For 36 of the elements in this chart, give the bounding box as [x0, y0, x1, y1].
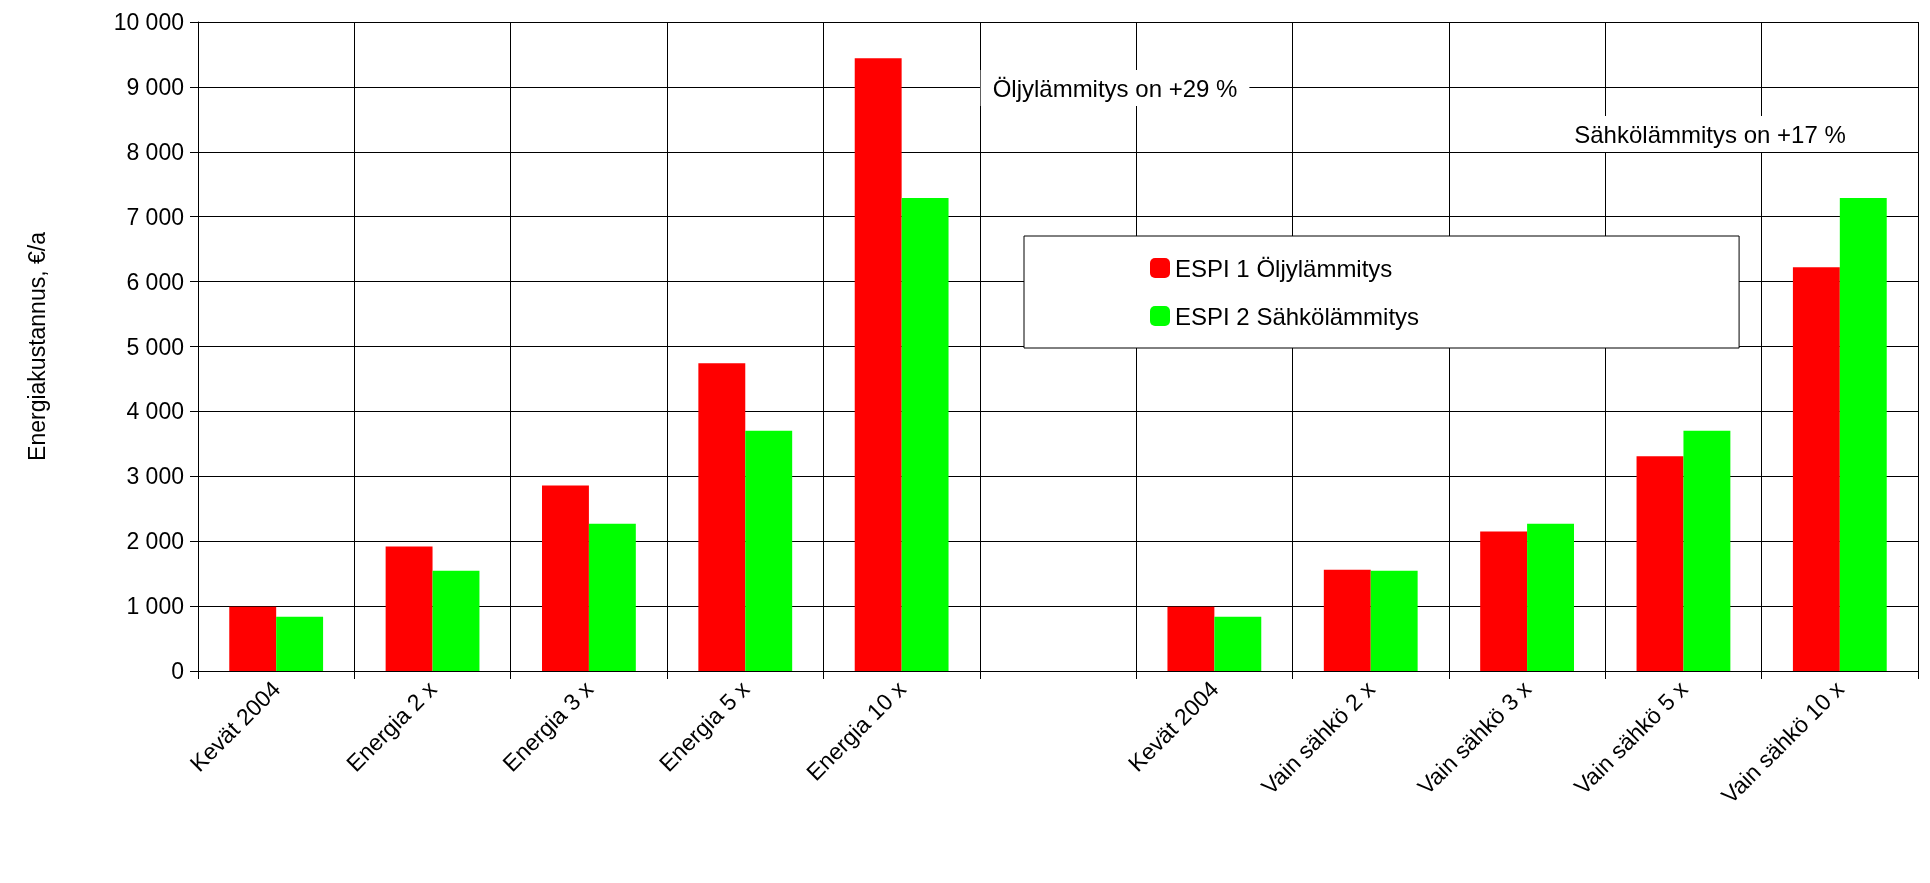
bar: [1683, 430, 1731, 671]
bar: [229, 606, 277, 671]
bar: [385, 546, 433, 671]
bar: [1167, 606, 1215, 671]
y-tick-label: 6 000: [126, 268, 184, 295]
bar: [698, 363, 746, 671]
bar: [588, 523, 636, 671]
y-tick-label: 2 000: [126, 528, 184, 555]
bar: [1370, 570, 1418, 671]
bar: [276, 616, 324, 671]
y-tick-label: 8 000: [126, 138, 184, 165]
y-tick-label: 9 000: [126, 73, 184, 100]
y-tick-label: 7 000: [126, 203, 184, 230]
bar: [901, 197, 949, 671]
bar: [1839, 197, 1887, 671]
bar: [1323, 569, 1371, 671]
annotation: Öljylämmitys on +29 %: [992, 74, 1238, 102]
bar: [1214, 616, 1262, 671]
y-tick-label: 0: [171, 658, 184, 684]
bar: [745, 430, 793, 671]
y-tick-label: 1 000: [126, 593, 184, 620]
bar: [1527, 523, 1574, 671]
y-axis-title: Energiakustannus, €/a: [23, 231, 50, 461]
bar: [854, 58, 902, 671]
bar: [432, 570, 480, 671]
bar: [1636, 456, 1684, 671]
y-tick-label: 10 000: [113, 9, 184, 35]
bar: [1480, 531, 1528, 671]
legend-label: ESPI 2 Sähkölämmitys: [1175, 302, 1420, 330]
bar: [1792, 267, 1840, 671]
bar: [542, 485, 589, 671]
y-tick-label: 3 000: [126, 463, 184, 490]
annotation: Sähkölämmitys on +17 %: [1574, 120, 1846, 148]
legend-label: ESPI 1 Öljylämmitys: [1175, 254, 1393, 282]
y-tick-label: 4 000: [126, 398, 184, 425]
y-tick-label: 5 000: [126, 333, 184, 360]
